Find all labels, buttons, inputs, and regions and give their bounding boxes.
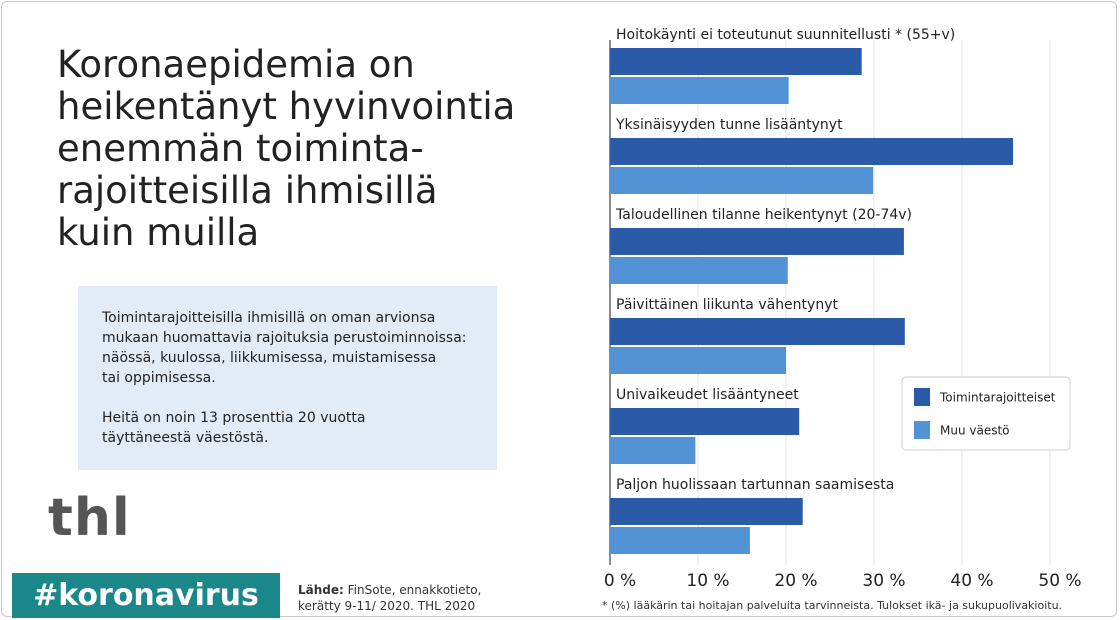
info-line: näössä, kuulossa, liikkumisessa, muistam… xyxy=(102,350,437,366)
title-line: Koronaepidemia on xyxy=(57,43,415,86)
category-label: Univaikeudet lisääntyneet xyxy=(616,387,799,403)
title-line: kuin muilla xyxy=(57,211,260,254)
info-line: tai oppimisessa. xyxy=(102,370,216,386)
legend-swatch xyxy=(914,421,930,439)
legend-label: Muu väestö xyxy=(940,424,1010,438)
bar xyxy=(610,257,788,284)
legend-swatch xyxy=(914,388,930,406)
category-label: Taloudellinen tilanne heikentynyt (20-74… xyxy=(615,207,912,223)
source-label: Lähde: xyxy=(298,583,344,597)
info-box: Toimintarajoitteisilla ihmisillä on oman… xyxy=(78,286,497,470)
bar xyxy=(610,437,696,464)
info-line: mukaan huomattavia rajoituksia perustoim… xyxy=(102,330,467,346)
info-line: Toimintarajoitteisilla ihmisillä on oman… xyxy=(102,310,436,326)
category-label: Yksinäisyyden tunne lisääntynyt xyxy=(615,117,843,133)
footnote: * (%) lääkärin tai hoitajan palveluita t… xyxy=(602,599,1062,612)
source-line: kerätty 9-11/ 2020. THL 2020 xyxy=(298,599,476,613)
x-tick-label: 40 % xyxy=(950,571,993,591)
x-tick-label: 0 % xyxy=(604,571,636,591)
paragraph: Toimintarajoitteisilla ihmisillä on oman… xyxy=(102,308,473,388)
bar xyxy=(610,527,750,554)
category-label: Hoitokäynti ei toteutunut suunnitellusti… xyxy=(616,27,955,43)
title: Koronaepidemia on heikentänyt hyvinvointi… xyxy=(57,44,515,254)
hashtag-banner: #koronavirus xyxy=(12,573,280,618)
bar xyxy=(610,167,874,194)
legend-box xyxy=(901,376,1071,451)
source-line: FinSote, ennakkotieto, xyxy=(347,583,482,597)
bar xyxy=(610,318,905,345)
title-line: rajoitteisilla ihmisillä xyxy=(57,169,438,212)
x-tick-label: 30 % xyxy=(862,571,905,591)
source: Lähde: FinSote, ennakkotieto, kerätty 9-1… xyxy=(298,582,481,614)
info-line: Heitä on noin 13 prosenttia 20 vuotta xyxy=(102,410,366,426)
x-tick-label: 20 % xyxy=(774,571,817,591)
info-line: täyttäneestä väestöstä. xyxy=(102,430,269,446)
logo: thl xyxy=(48,488,131,548)
bar xyxy=(610,228,904,255)
x-tick-label: 10 % xyxy=(686,571,729,591)
bar xyxy=(610,48,862,75)
bar xyxy=(610,347,786,374)
bar xyxy=(610,138,1014,165)
title-line: enemmän toiminta- xyxy=(57,127,424,170)
bar xyxy=(610,77,789,104)
category-label: Päivittäinen liikunta vähentynyt xyxy=(616,297,838,313)
bar xyxy=(610,498,803,525)
title-line: heikentänyt hyvinvointia xyxy=(57,85,516,128)
x-tick-label: 50 % xyxy=(1038,571,1081,591)
bar xyxy=(610,408,800,435)
paragraph: Heitä on noin 13 prosenttia 20 vuotta täy… xyxy=(102,408,473,448)
category-label: Paljon huolissaan tartunnan saamisesta xyxy=(616,477,894,493)
legend-label: Toimintarajoitteiset xyxy=(939,391,1056,405)
